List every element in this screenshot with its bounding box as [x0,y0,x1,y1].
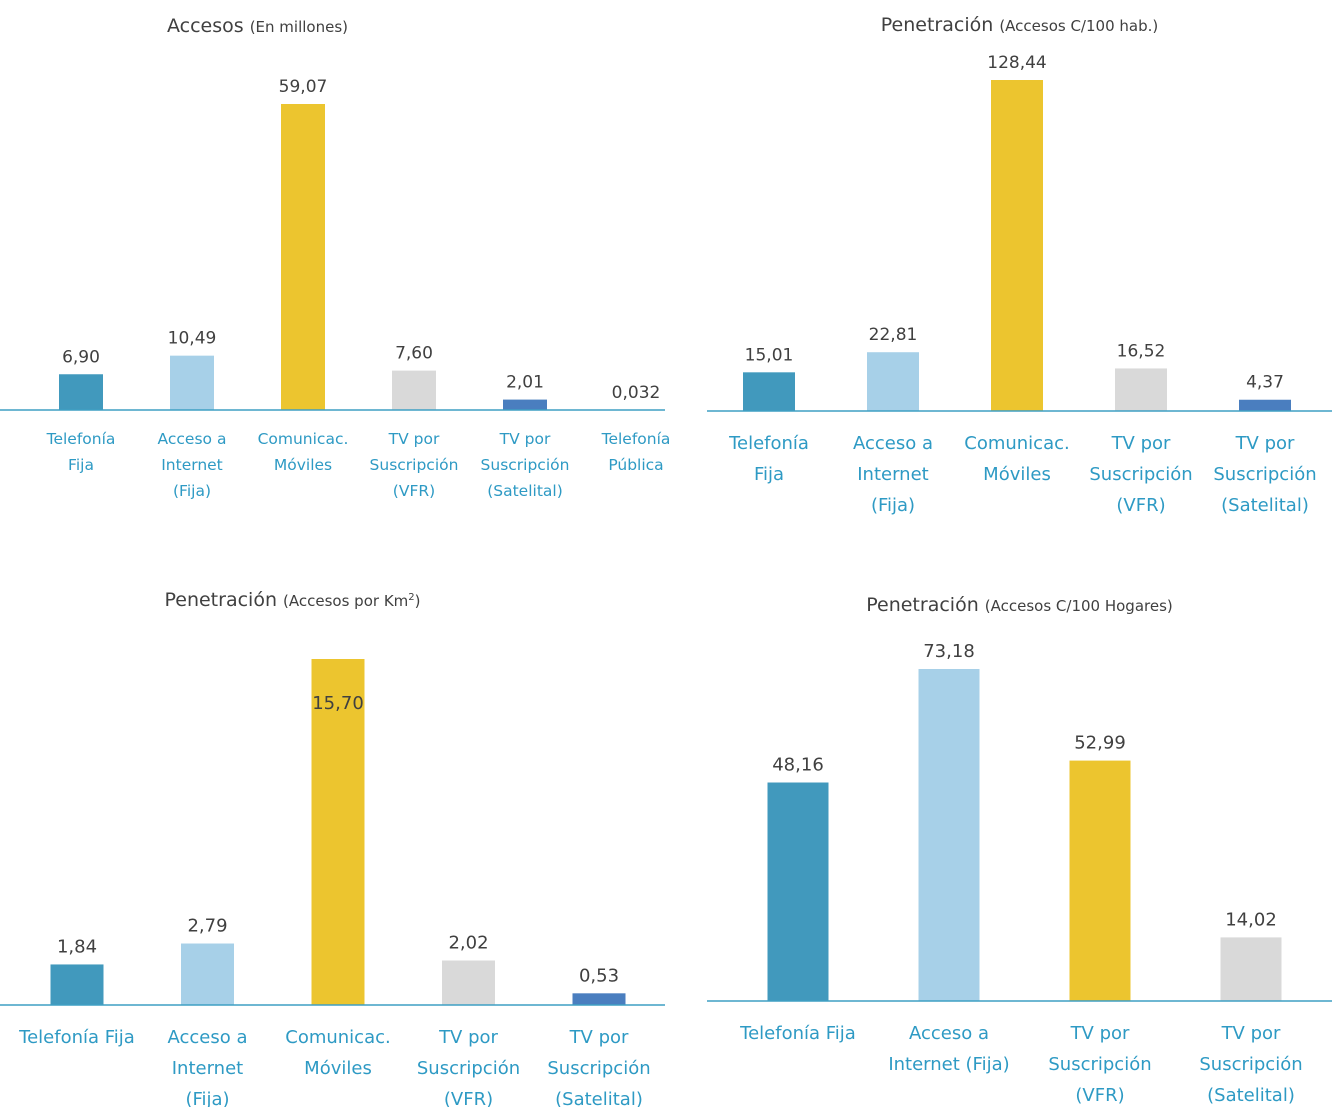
bar-2 [311,659,365,1005]
bar-4 [1239,399,1291,411]
category-label-5: Telefonía Pública [601,430,671,474]
chart-penetracion-hogares: Penetración (Accesos C/100 Hogares) 48,1… [707,0,1332,1107]
category-label-4: TV por Suscripción (Satelital) [1213,433,1316,516]
category-label-0: Telefonía Fija [739,1023,856,1044]
value-label-0: 48,16 [772,755,824,776]
bar-3 [392,370,436,410]
bar-0 [743,372,795,411]
category-label-0: Telefonía Fija [18,1027,135,1048]
chart-subtitle-end: ) [414,592,421,610]
value-label-2: 128,44 [987,53,1046,73]
bar-2 [1069,760,1131,1001]
value-label-0: 6,90 [62,347,100,367]
category-label-4: TV por Suscripción (Satelital) [547,1027,650,1107]
value-label-0: 1,84 [57,936,97,957]
value-label-1: 10,49 [168,329,217,349]
category-label-1: Acceso a Internet (Fija) [888,1023,1009,1075]
category-label-2: Comunicac. Móviles [258,430,349,474]
bar-1 [181,943,234,1005]
chart-title: Accesos (En millones) [0,15,615,37]
chart-subtitle: (En millones) [249,18,349,36]
chart-accesos: Accesos (En millones) 6,90 Telefonía Fija 1… [0,0,670,500]
category-label-1: Acceso a Internet (Fija) [158,430,227,500]
chart-subtitle: (Accesos C/100 hab.) [999,17,1159,35]
chart-penetracion-km2: Penetración (Accesos por Km2) 1,84 Telefo… [0,0,665,1107]
chart-title-main: Penetración [866,594,979,616]
chart-svg: 48,16 Telefonía Fija 73,18 Acceso a Internet… [707,641,1332,1106]
category-label-3: TV por Suscripción (VFR) [370,430,459,500]
category-label-1: Acceso a Internet (Fija) [167,1027,247,1107]
category-label-4: TV por Suscripción (Satelital) [481,430,570,500]
bar-4 [572,993,626,1005]
bar-1 [918,669,980,1001]
chart-title-main: Penetración [880,14,994,36]
chart-subtitle: (Accesos por Km2) [283,592,420,610]
category-label-3: TV por Suscripción (Satelital) [1199,1023,1302,1106]
bar-1 [867,352,919,411]
value-label-3: 7,60 [395,344,433,364]
bar-3 [1220,937,1282,1001]
bar-1 [170,355,214,410]
value-label-1: 22,81 [869,325,918,345]
chart-subtitle-sup: 2 [408,592,415,603]
bar-2 [281,104,325,410]
bar-0 [59,374,103,410]
chart-title-main: Accesos [166,15,244,37]
chart-subtitle-text: (Accesos por Km [283,592,409,610]
category-label-0: Telefonía Fija [46,430,116,474]
value-label-2: 15,70 [312,693,364,714]
category-label-2: TV por Suscripción (VFR) [1048,1023,1151,1106]
bar-2 [991,80,1043,411]
category-label-2: Comunicac. Móviles [964,433,1069,485]
chart-svg: 1,84 Telefonía Fija 2,79 Acceso a Internet (F… [0,659,665,1107]
category-label-0: Telefonía Fija [728,433,809,485]
category-label-3: TV por Suscripción (VFR) [1089,433,1192,516]
chart-subtitle: (Accesos C/100 Hogares) [984,597,1173,615]
value-label-0: 15,01 [745,345,794,365]
value-label-4: 0,53 [579,965,619,986]
value-label-2: 59,07 [279,77,328,97]
bar-3 [1115,368,1167,411]
value-label-3: 14,02 [1225,909,1277,930]
bar-0 [767,782,829,1001]
value-label-3: 16,52 [1117,341,1166,361]
category-label-2: Comunicac. Móviles [285,1027,390,1079]
category-label-1: Acceso a Internet (Fija) [853,433,933,516]
chart-title-main: Penetración [164,589,277,611]
value-label-2: 52,99 [1074,733,1126,754]
bar-3 [442,960,495,1005]
bar-0 [50,964,104,1005]
chart-title: Penetración (Accesos C/100 Hogares) [687,594,1332,616]
category-label-3: TV por Suscripción (VFR) [417,1027,520,1107]
bar-4 [503,399,547,410]
chart-svg: 15,01 Telefonía Fija 22,81 Acceso a Internet(… [707,53,1332,516]
value-label-4: 4,37 [1246,373,1284,393]
value-label-1: 2,79 [187,916,227,937]
chart-svg: 6,90 Telefonía Fija 10,49 Acceso a Internet (F… [0,77,670,500]
value-label-3: 2,02 [448,932,488,953]
chart-title: Penetración (Accesos C/100 hab.) [687,14,1332,36]
chart-title: Penetración (Accesos por Km2) [0,589,665,611]
value-label-5: 0,032 [612,383,661,403]
chart-penetracion-hab: Penetración (Accesos C/100 hab.) 15,01 Te… [707,0,1332,520]
value-label-4: 2,01 [506,373,544,393]
value-label-1: 73,18 [923,641,975,662]
